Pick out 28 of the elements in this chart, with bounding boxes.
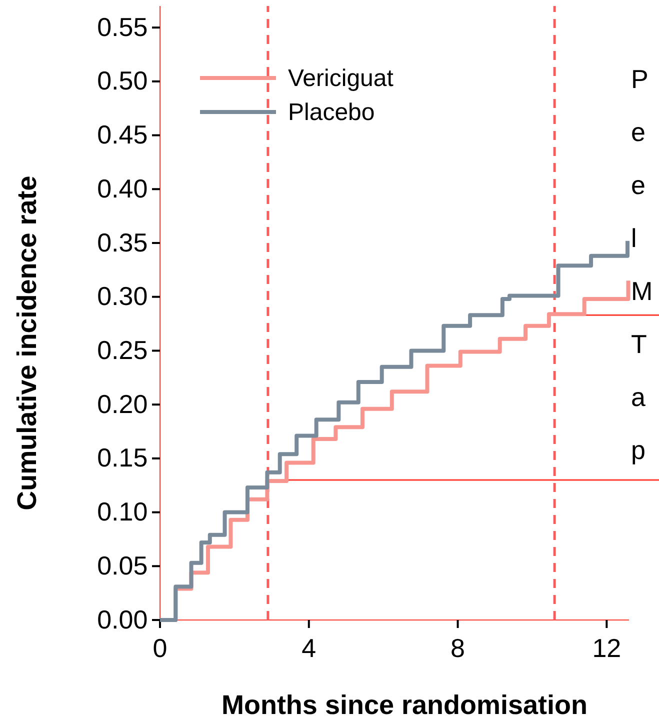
- text: p: [631, 435, 646, 465]
- y-tick-label: 0.50: [97, 66, 148, 96]
- x-tick-label: 12: [592, 633, 622, 663]
- x-tick-label: 0: [152, 633, 168, 663]
- y-tick-label: 0.20: [97, 388, 148, 419]
- y-tick-label: 0.05: [97, 550, 148, 580]
- y-tick-label: 0.25: [97, 335, 148, 366]
- y-tick-label: 0.40: [97, 173, 148, 204]
- x-tick-label: 8: [450, 633, 466, 663]
- text: l: [631, 223, 637, 253]
- y-tick-label: 0.00: [97, 604, 148, 634]
- text: a: [631, 382, 646, 412]
- legend-label: Vericiguat: [288, 65, 394, 92]
- x-tick-label: 4: [302, 633, 316, 663]
- y-tick-label: 0.35: [97, 227, 148, 258]
- legend-label: Placebo: [288, 99, 375, 126]
- y-tick-label: 0.15: [97, 442, 148, 473]
- text: P: [631, 64, 648, 94]
- x-axis-title: Months since randomisation: [221, 690, 588, 720]
- text: T: [631, 329, 647, 359]
- y-tick-label: 0.55: [97, 12, 148, 42]
- y-tick-label: 0.45: [97, 120, 148, 150]
- y-tick-label: 0.10: [97, 496, 148, 527]
- text: M: [631, 276, 653, 306]
- text: e: [631, 117, 646, 147]
- y-tick-label: 0.30: [97, 281, 148, 312]
- text: e: [631, 170, 646, 200]
- y-axis-title: Cumulative incidence rate: [12, 176, 42, 510]
